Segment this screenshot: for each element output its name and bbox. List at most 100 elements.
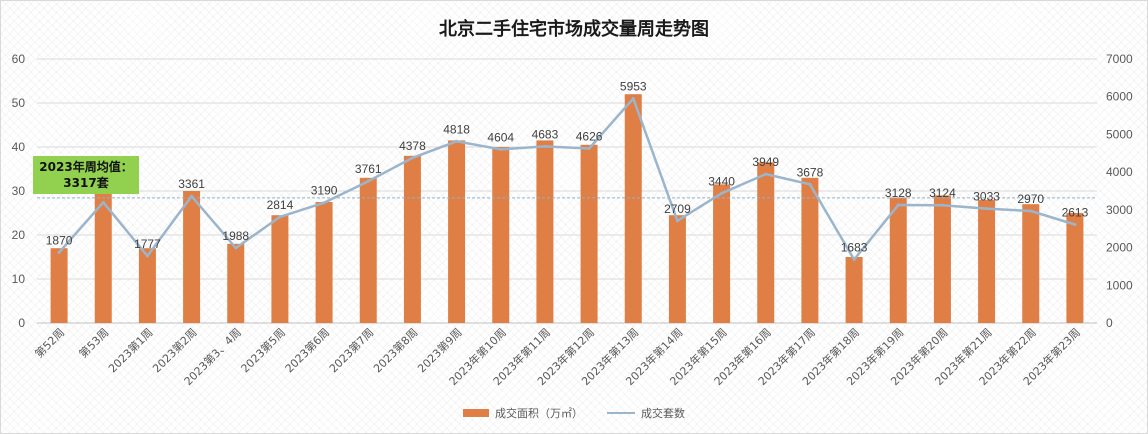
- legend-swatch-bar: [463, 409, 489, 417]
- data-label: 4604: [487, 130, 514, 144]
- bar: [94, 193, 112, 323]
- legend: 成交面积（万㎡） 成交套数: [0, 405, 1148, 421]
- bar: [183, 191, 201, 323]
- line-point: [1073, 222, 1077, 226]
- line-point: [410, 156, 414, 160]
- line-point: [852, 258, 856, 262]
- line-point: [322, 201, 326, 205]
- bar: [448, 140, 466, 323]
- data-label: 2709: [664, 202, 691, 216]
- bar: [227, 243, 245, 323]
- data-label: 3949: [752, 155, 779, 169]
- line-point: [366, 179, 370, 183]
- data-label: 3678: [797, 165, 824, 179]
- data-label: 3128: [885, 186, 912, 200]
- y-right-tick-label: 7000: [1106, 52, 1133, 66]
- data-label: 1777: [134, 237, 161, 251]
- y-left-tick-label: 10: [12, 272, 26, 286]
- bar: [668, 215, 686, 323]
- bar: [271, 215, 289, 323]
- data-label: 2970: [1017, 192, 1044, 206]
- legend-item-area: 成交面积（万㎡）: [463, 405, 583, 421]
- average-callout: 2023年周均值： 3317套: [33, 156, 139, 194]
- legend-label-count: 成交套数: [641, 407, 685, 420]
- x-tick-label: 2023第7周: [326, 325, 376, 375]
- y-right-tick-label: 6000: [1106, 90, 1133, 104]
- x-tick-label: 2023第8周: [370, 325, 420, 375]
- bar: [580, 144, 598, 323]
- line-point: [1029, 209, 1033, 213]
- line-point: [940, 203, 944, 207]
- y-left-tick-label: 20: [12, 228, 26, 242]
- line-point: [720, 191, 724, 195]
- line-point: [896, 203, 900, 207]
- line-point: [101, 200, 105, 204]
- data-label: 3361: [178, 177, 205, 191]
- line-point: [675, 219, 679, 223]
- bar: [845, 257, 863, 323]
- bar: [713, 184, 731, 323]
- data-label: 2814: [267, 198, 294, 212]
- line-point: [543, 144, 547, 148]
- bar: [978, 199, 996, 323]
- line-point: [278, 215, 282, 219]
- bar: [757, 162, 775, 323]
- data-label: 3033: [973, 190, 1000, 204]
- bar: [536, 140, 554, 323]
- data-label: 3440: [708, 174, 735, 188]
- line-point: [145, 254, 149, 258]
- bar: [1022, 204, 1040, 323]
- data-label: 5953: [620, 79, 647, 93]
- y-right-tick-label: 0: [1106, 316, 1113, 330]
- data-label: 1870: [46, 233, 73, 247]
- line-point: [985, 207, 989, 211]
- line-point: [631, 96, 635, 100]
- bar: [933, 195, 951, 323]
- line-point: [57, 250, 61, 254]
- y-left-tick-label: 50: [12, 96, 26, 110]
- bar: [315, 202, 333, 323]
- bar: [50, 248, 68, 323]
- bar: [403, 155, 421, 323]
- data-label: 1683: [841, 241, 868, 255]
- legend-label-area: 成交面积（万㎡）: [495, 407, 583, 420]
- line-series: [58, 97, 1076, 261]
- y-right-tick-label: 5000: [1106, 127, 1133, 141]
- bar: [1066, 213, 1084, 323]
- x-tick-label: 2023第5周: [238, 325, 288, 375]
- y-right-tick-label: 1000: [1106, 278, 1133, 292]
- data-label: 3124: [929, 186, 956, 200]
- line-point: [499, 147, 503, 151]
- x-tick-label: 2023第1周: [105, 325, 155, 375]
- bar: [138, 248, 156, 323]
- y-right-tick-label: 2000: [1106, 241, 1133, 255]
- bar: [889, 197, 907, 323]
- line-point: [190, 194, 194, 198]
- bar: [801, 177, 819, 323]
- data-label: 3190: [311, 184, 338, 198]
- data-label: 4683: [532, 127, 559, 141]
- legend-swatch-line: [607, 412, 635, 414]
- y-left-tick-label: 30: [12, 184, 26, 198]
- y-right-tick-label: 3000: [1106, 203, 1133, 217]
- data-label: 4378: [399, 139, 426, 153]
- line-point: [587, 147, 591, 151]
- bar: [624, 94, 642, 323]
- line-point: [455, 139, 459, 143]
- x-tick-label: 2023第6周: [282, 325, 332, 375]
- x-tick-label: 第53周: [76, 325, 111, 360]
- bar: [359, 177, 377, 323]
- legend-item-count: 成交套数: [607, 405, 685, 421]
- line-point: [764, 172, 768, 176]
- data-label: 4818: [443, 122, 470, 136]
- x-tick-label: 第52周: [32, 325, 67, 360]
- average-callout-line1: 2023年周均值：: [39, 160, 133, 174]
- average-callout-line2: 3317套: [63, 176, 109, 190]
- y-right-tick-label: 4000: [1106, 165, 1133, 179]
- line-point: [808, 182, 812, 186]
- chart-title: 北京二手住宅市场成交量周走势图: [439, 19, 709, 40]
- bar: [492, 147, 510, 323]
- data-label: 2613: [1062, 205, 1089, 219]
